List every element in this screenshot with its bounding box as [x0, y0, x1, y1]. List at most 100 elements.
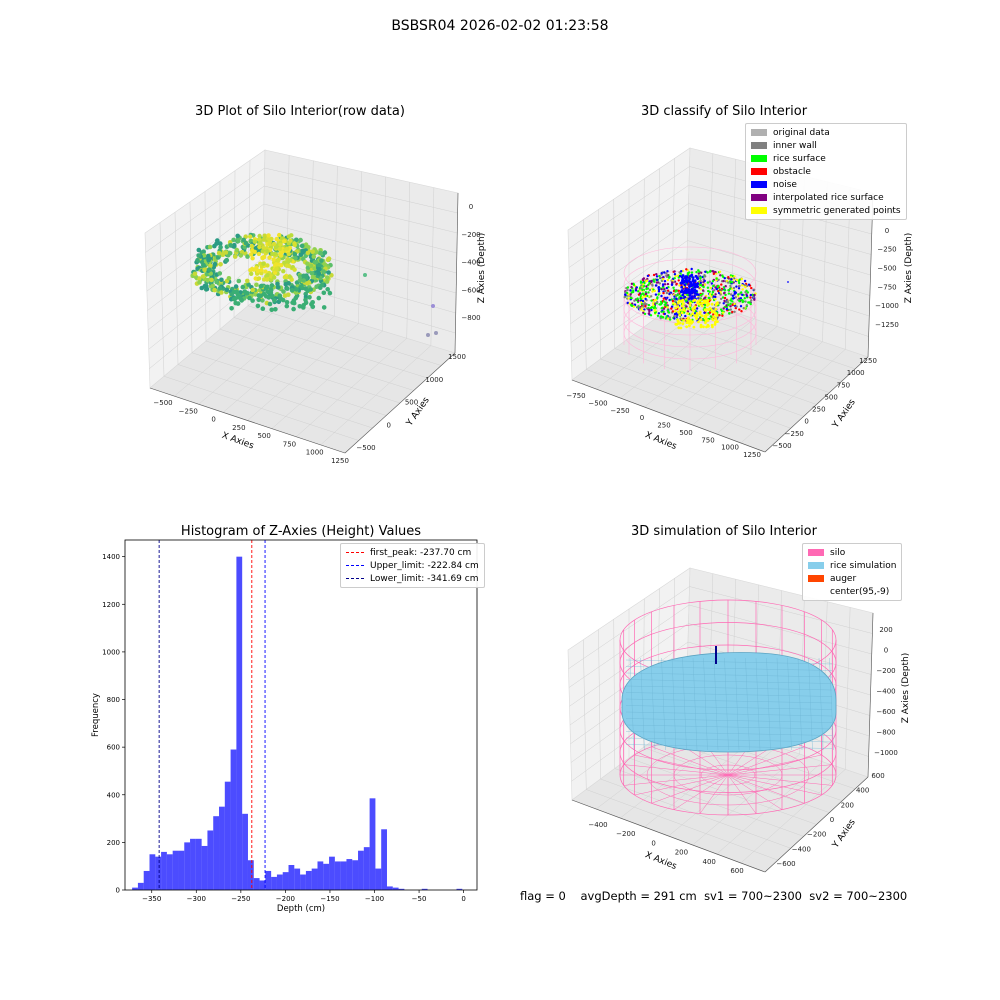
classified-point	[668, 292, 671, 296]
x-tick-label: 250	[232, 424, 245, 432]
classified-point	[737, 295, 740, 298]
y-tick-label: −200	[807, 831, 826, 839]
classified-point	[703, 283, 707, 286]
avg-depth-value: avgDepth = 291 cm	[580, 889, 697, 903]
raw-point	[325, 257, 331, 263]
raw-point	[205, 277, 210, 283]
raw-point	[195, 257, 200, 263]
classified-point	[632, 305, 636, 308]
raw-point	[257, 233, 262, 239]
classified-point	[726, 299, 729, 303]
raw-point	[266, 295, 272, 300]
classified-point	[727, 276, 730, 279]
y-tick-label: −500	[772, 442, 791, 450]
classified-point	[753, 293, 756, 297]
classified-point	[633, 303, 637, 306]
classified-point	[746, 284, 749, 288]
classified-point	[741, 284, 744, 287]
classified-point	[742, 307, 745, 310]
raw-point	[231, 289, 237, 295]
classified-point	[743, 279, 747, 283]
raw-point	[271, 241, 277, 247]
raw-point	[201, 262, 206, 268]
classified-point	[673, 277, 676, 280]
raw-point	[246, 282, 251, 287]
raw-point	[197, 280, 202, 285]
classified-point	[710, 282, 713, 285]
raw-point	[274, 262, 279, 267]
classified-point	[721, 314, 724, 317]
raw-point	[261, 291, 267, 297]
classified-point	[659, 317, 662, 320]
classified-point	[643, 281, 646, 284]
classified-point	[661, 278, 665, 281]
classified-point	[664, 301, 668, 305]
raw-point	[284, 263, 290, 268]
classified-point	[647, 283, 650, 287]
classified-point	[648, 280, 651, 283]
classified-point	[626, 288, 629, 292]
classified-point	[642, 293, 645, 296]
classified-point	[640, 284, 643, 287]
y-tick-label: −600	[776, 860, 795, 868]
raw-point	[308, 263, 314, 269]
raw-point	[255, 303, 261, 309]
x-tick-label: 750	[283, 440, 296, 448]
y-tick-label: 500	[824, 393, 837, 401]
raw-point	[292, 267, 297, 272]
raw-point	[284, 303, 290, 309]
classified-point	[662, 297, 665, 300]
classified-point	[642, 311, 645, 314]
classified-point	[710, 295, 713, 298]
grid-line	[430, 187, 435, 346]
legend-entry: center(95,-9)	[808, 585, 896, 598]
raw-point	[209, 277, 214, 283]
classified-point	[665, 286, 668, 290]
raw-point	[288, 258, 293, 263]
classified-point	[731, 303, 734, 306]
raw-point	[326, 270, 331, 275]
classified-point	[686, 310, 690, 313]
classified-point	[727, 281, 730, 284]
classified-point	[637, 290, 640, 293]
raw-point	[305, 288, 310, 294]
classified-point	[672, 286, 675, 289]
classified-point	[660, 307, 663, 310]
classified-point	[718, 301, 721, 304]
classified-point	[695, 307, 699, 310]
classified-point	[729, 299, 732, 302]
raw-point	[219, 290, 224, 295]
classified-point	[706, 281, 710, 284]
classified-point	[644, 295, 647, 298]
classified-point	[661, 283, 665, 286]
classified-point	[686, 293, 689, 296]
raw-point	[327, 290, 333, 296]
classified-point	[697, 269, 700, 272]
raw-point	[319, 258, 324, 263]
classified-point	[666, 309, 669, 312]
raw-point	[279, 263, 284, 268]
raw-point	[322, 262, 328, 268]
z-tick-label: −1000	[875, 302, 899, 310]
z-tick-label: 0	[885, 227, 889, 235]
classified-point	[722, 307, 725, 310]
raw-point	[297, 274, 303, 279]
classified-point	[737, 287, 741, 290]
raw-point	[235, 238, 241, 244]
raw-point	[212, 287, 217, 293]
raw-point	[263, 269, 268, 274]
classified-point	[671, 281, 674, 284]
classified-point	[725, 304, 728, 307]
raw-outlier	[431, 304, 435, 308]
classified-point	[720, 283, 723, 286]
raw-point	[272, 251, 278, 257]
classified-point	[717, 278, 720, 281]
raw-point	[200, 274, 206, 279]
y-tick-label: −250	[785, 430, 804, 438]
legend-label: auger	[830, 573, 857, 584]
classified-point	[721, 296, 725, 299]
raw-point	[235, 233, 240, 239]
